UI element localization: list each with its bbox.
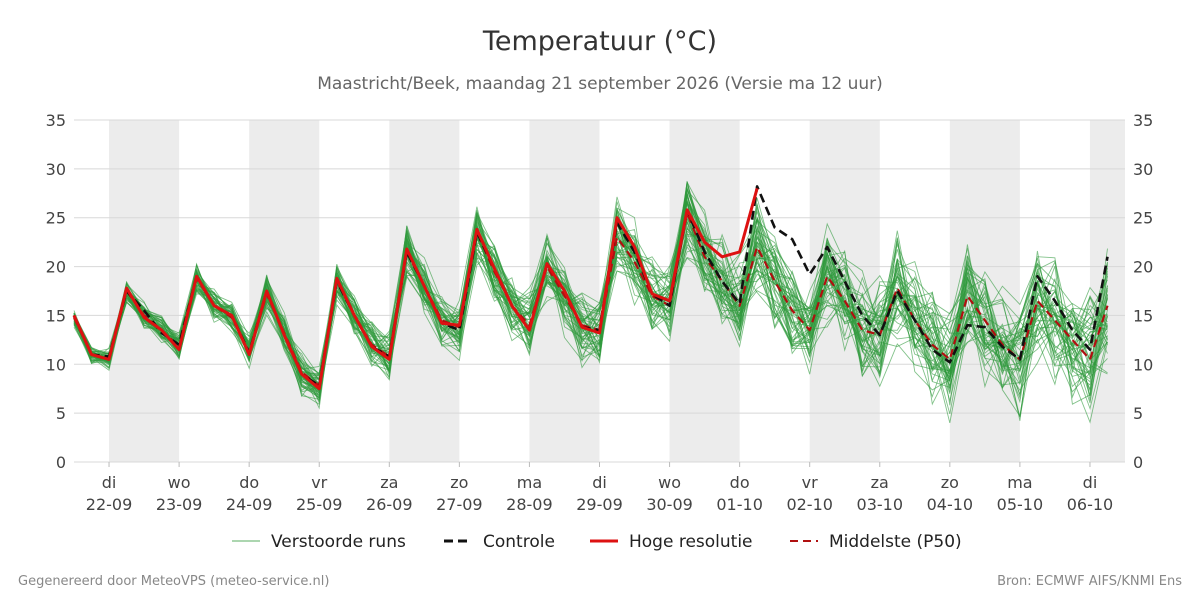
- y-tick-label-right: 15: [1133, 306, 1153, 325]
- legend-label-ensemble: Verstoorde runs: [271, 532, 406, 552]
- x-tick-date: 29-09: [576, 495, 623, 514]
- series-line-middelste-p50: [73, 211, 1109, 387]
- x-tick-date: 23-09: [156, 495, 203, 514]
- x-tick-date: 28-09: [506, 495, 553, 514]
- x-tick-date: 03-10: [857, 495, 904, 514]
- x-tick-day: do: [730, 473, 750, 492]
- x-tick-date: 26-09: [366, 495, 413, 514]
- x-tick-day: vr: [311, 473, 327, 492]
- x-tick-date: 02-10: [786, 495, 833, 514]
- y-tick-label-right: 20: [1133, 258, 1153, 277]
- x-tick-date: 05-10: [997, 495, 1044, 514]
- x-tick-day: di: [592, 473, 607, 492]
- shaded-day: [249, 120, 320, 462]
- x-tick-date: 27-09: [436, 495, 483, 514]
- legend-item-verstoorde-runs: Verstoorde runs: [232, 532, 406, 552]
- footer-generated-by: Gegenereerd door MeteoVPS (meteo-service…: [18, 574, 329, 589]
- x-tick-date: 22-09: [86, 495, 133, 514]
- x-tick-date: 01-10: [716, 495, 763, 514]
- y-tick-label-right: 30: [1133, 160, 1153, 179]
- series-line-controle: [72, 185, 1109, 388]
- x-tick-day: wo: [658, 473, 681, 492]
- x-tick-day: vr: [802, 473, 818, 492]
- y-tick-label-right: 5: [1133, 404, 1143, 423]
- y-tick-label-left: 15: [46, 306, 66, 325]
- main-series: [72, 185, 1109, 391]
- y-tick-label-right: 0: [1133, 453, 1143, 472]
- y-tick-label-left: 20: [46, 258, 66, 277]
- x-tick-date: 25-09: [296, 495, 343, 514]
- x-tick-date: 04-10: [927, 495, 974, 514]
- x-tick-day: di: [102, 473, 117, 492]
- x-tick-day: za: [871, 473, 889, 492]
- x-tick-date: 24-09: [226, 495, 273, 514]
- y-tick-label-left: 35: [46, 111, 66, 130]
- chart-subtitle: Maastricht/Beek, maandag 21 september 20…: [317, 74, 883, 94]
- y-tick-label-left: 10: [46, 355, 66, 374]
- ensemble-member-line: [73, 220, 1108, 391]
- y-tick-label-right: 35: [1133, 111, 1153, 130]
- chart-title: Temperatuur (°C): [482, 26, 717, 57]
- x-tick-day: do: [239, 473, 259, 492]
- legend-label-hres: Hoge resolutie: [629, 532, 753, 552]
- y-tick-label-left: 30: [46, 160, 66, 179]
- y-tick-label-right: 25: [1133, 209, 1153, 228]
- legend-item-controle: Controle: [444, 532, 555, 552]
- y-tick-label-left: 0: [56, 453, 66, 472]
- y-tick-label-left: 25: [46, 209, 66, 228]
- x-tick-day: wo: [168, 473, 191, 492]
- y-tick-label-right: 10: [1133, 355, 1153, 374]
- ensemble-member-line: [73, 201, 1108, 417]
- series-line-hoge-resolutie: [72, 188, 759, 391]
- x-tick-date: 30-09: [646, 495, 693, 514]
- shaded-day: [109, 120, 180, 462]
- y-tick-label-left: 5: [56, 404, 66, 423]
- legend-label-control: Controle: [483, 532, 555, 552]
- legend-label-p50: Middelste (P50): [829, 532, 962, 552]
- x-tick-day: ma: [517, 473, 542, 492]
- footer-source: Bron: ECMWF AIFS/KNMI Ens: [997, 574, 1182, 589]
- x-tick-day: di: [1083, 473, 1098, 492]
- axes: 0 0 5 5 10 10 15 15 20 20 25 25 30 30 35 35 di 22-09 wo 23-…: [46, 111, 1154, 514]
- x-tick-day: za: [380, 473, 398, 492]
- x-tick-day: ma: [1007, 473, 1032, 492]
- legend-item-hoge-resolutie: Hoge resolutie: [590, 532, 753, 552]
- x-tick-day: zo: [941, 473, 959, 492]
- legend-item-middelste: Middelste (P50): [790, 532, 962, 552]
- legend: Verstoorde runs Controle Hoge resolutie …: [232, 532, 962, 552]
- x-tick-day: zo: [450, 473, 468, 492]
- x-tick-date: 06-10: [1067, 495, 1114, 514]
- ensemble-member-line: [73, 226, 1108, 400]
